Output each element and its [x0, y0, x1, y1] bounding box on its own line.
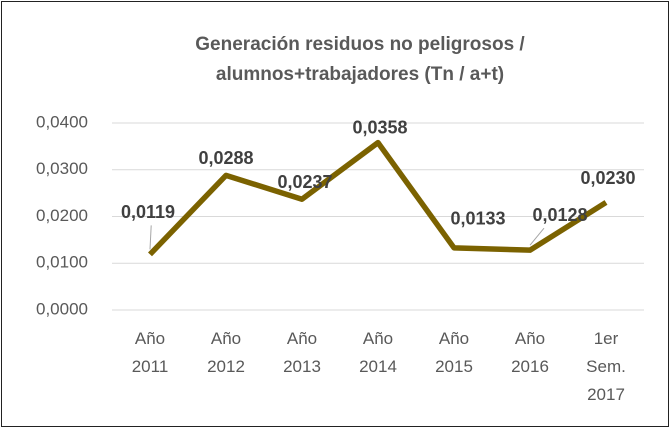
- leader-line: [529, 227, 545, 246]
- x-tick-label: Año 2013: [283, 329, 321, 376]
- data-label: 0,0128: [532, 205, 587, 225]
- data-label: 0,0133: [450, 209, 505, 229]
- data-line: [148, 139, 608, 257]
- y-tick-label: 0,0000: [36, 299, 88, 318]
- data-label: 0,0230: [580, 168, 635, 188]
- x-tick-label: Año 2012: [207, 329, 245, 376]
- x-tick-label: Año 2011: [132, 329, 169, 376]
- x-tick-label: 1er Sem. 2017: [586, 329, 626, 404]
- x-tick-label: Año 2014: [359, 329, 397, 376]
- y-tick-label: 0,0300: [36, 159, 88, 178]
- data-label: 0,0288: [198, 148, 253, 168]
- y-tick-label: 0,0100: [36, 253, 88, 272]
- chart-title: Generación residuos no peligrosos /: [195, 34, 525, 55]
- chart-title: alumnos+trabajadores (Tn / a+t): [216, 64, 504, 85]
- y-tick-label: 0,0400: [36, 112, 88, 131]
- data-label: 0,0119: [121, 202, 175, 222]
- x-tick-label: Año 2016: [511, 329, 549, 376]
- leader-line: [149, 225, 152, 250]
- x-tick-label: Año 2015: [435, 329, 473, 376]
- data-label: 0,0358: [352, 117, 407, 137]
- y-tick-label: 0,0200: [36, 206, 88, 225]
- data-label: 0,0237: [277, 172, 332, 192]
